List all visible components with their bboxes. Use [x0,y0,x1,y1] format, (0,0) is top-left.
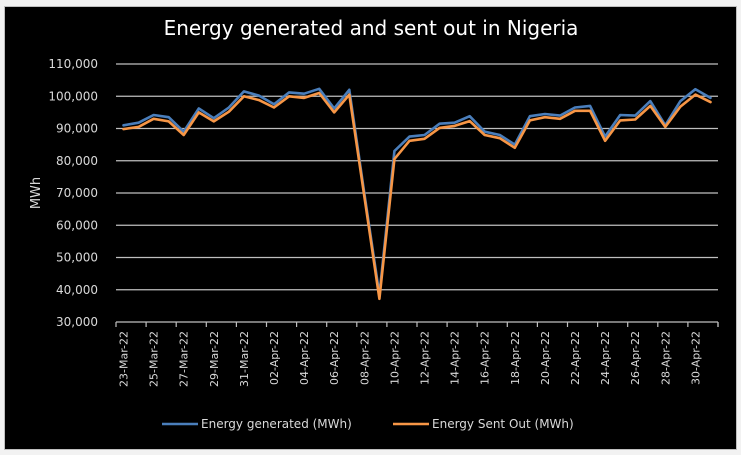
x-tick-label: 27-Mar-22 [178,331,191,387]
y-tick-label: 90,000 [56,122,98,136]
x-tick-label: 10-Apr-22 [388,331,401,385]
y-tick-label: 110,000 [48,57,98,71]
y-tick-label: 60,000 [56,218,98,232]
y-tick-label: 100,000 [48,89,98,103]
y-tick-label: 40,000 [56,283,98,297]
x-tick-label: 30-Apr-22 [689,331,702,385]
x-tick-label: 12-Apr-22 [419,331,432,385]
x-tick-label: 02-Apr-22 [268,331,281,385]
x-tick-label: 31-Mar-22 [238,331,251,387]
legend: Energy generated (MWh) Energy Sent Out (M… [162,417,574,431]
legend-label-energy-generated: Energy generated (MWh) [201,417,352,431]
chart-title: Energy generated and sent out in Nigeria [164,16,579,40]
y-axis-label: MWh [29,177,44,209]
y-tick-label: 80,000 [56,154,98,168]
x-axis: 23-Mar-22 25-Mar-22 27-Mar-22 29-Mar-22 31-M… [115,321,719,387]
y-tick-label: 30,000 [56,315,98,329]
x-tick-label: 26-Apr-22 [629,331,642,385]
x-tick-label: 24-Apr-22 [599,331,612,385]
x-tick-label: 20-Apr-22 [539,331,552,385]
x-tick-label: 22-Apr-22 [569,331,582,385]
legend-label-energy-sent-out: Energy Sent Out (MWh) [432,417,574,431]
series-line-energy-sent-out [122,91,712,301]
y-tick-label: 50,000 [56,251,98,265]
x-tick-label: 14-Apr-22 [449,331,462,385]
gridlines [116,63,718,291]
x-tick-label: 18-Apr-22 [509,331,522,385]
y-tick-label: 70,000 [56,186,98,200]
x-tick-label: 06-Apr-22 [328,331,341,385]
x-tick-label: 23-Mar-22 [118,331,131,387]
y-axis-ticks: 30,000 40,000 50,000 60,000 70,000 80,000 90,0… [48,57,98,329]
series-line-energy-generated [122,87,712,296]
x-tick-label: 25-Mar-22 [148,331,161,387]
x-tick-label: 16-Apr-22 [479,331,492,385]
x-tick-label: 28-Apr-22 [659,331,672,385]
series-lines [122,87,712,301]
x-tick-label: 04-Apr-22 [298,331,311,385]
x-tick-label: 29-Mar-22 [208,331,221,387]
x-tick-label: 08-Apr-22 [358,331,371,385]
